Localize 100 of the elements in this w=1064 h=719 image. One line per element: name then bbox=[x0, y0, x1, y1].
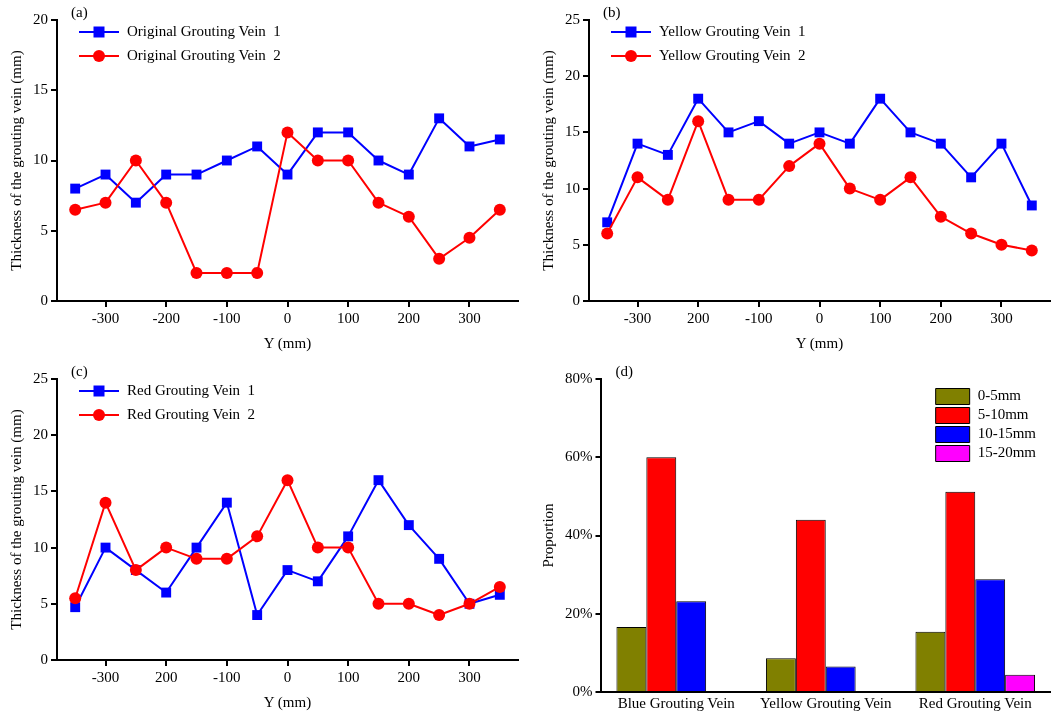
y-axis-title: Thickness of the grouting vein (mm) bbox=[7, 409, 25, 630]
y-tick-label: 5 bbox=[572, 235, 580, 252]
x-tick-label: -300 bbox=[91, 668, 120, 685]
chart-title: (b) bbox=[603, 4, 621, 22]
legend-label: Original Grouting Vein 2 bbox=[127, 46, 281, 63]
point bbox=[130, 197, 141, 208]
point bbox=[281, 126, 294, 139]
point bbox=[874, 193, 887, 206]
point bbox=[251, 530, 264, 543]
point bbox=[191, 542, 202, 553]
point bbox=[312, 576, 323, 587]
legend-label: Yellow Grouting Vein 2 bbox=[659, 46, 806, 63]
x-tick-label: 200 bbox=[154, 668, 178, 685]
point bbox=[402, 210, 415, 223]
point bbox=[463, 231, 476, 244]
point bbox=[160, 541, 173, 554]
y-tick-label: 10 bbox=[565, 179, 580, 196]
point bbox=[251, 266, 264, 279]
point bbox=[844, 138, 855, 149]
x-tick-label: 100 bbox=[336, 309, 360, 326]
legend-label: 5-10mm bbox=[977, 406, 1029, 423]
point bbox=[752, 193, 765, 206]
point bbox=[342, 154, 355, 167]
point bbox=[494, 134, 505, 145]
y-tick-label: 20 bbox=[33, 10, 48, 27]
point bbox=[693, 93, 704, 104]
point bbox=[69, 592, 82, 605]
legend-label: 10-15mm bbox=[977, 425, 1037, 442]
x-tick-label: 200 bbox=[686, 309, 710, 326]
x-tick-label: -100 bbox=[745, 309, 773, 326]
x-tick-label: -200 bbox=[152, 309, 180, 326]
point bbox=[602, 217, 613, 228]
point bbox=[1025, 244, 1038, 257]
point bbox=[311, 541, 324, 554]
x-tick-label: 200 bbox=[397, 309, 421, 326]
y-tick-label: 0 bbox=[572, 291, 580, 308]
point bbox=[281, 474, 294, 487]
point bbox=[69, 203, 82, 216]
point bbox=[221, 497, 232, 508]
point bbox=[661, 193, 674, 206]
point bbox=[282, 565, 293, 576]
legend-label: Original Grouting Vein 1 bbox=[127, 22, 281, 39]
point bbox=[190, 552, 203, 565]
x-tick-label: -300 bbox=[91, 309, 120, 326]
chart-title: (d) bbox=[615, 363, 633, 381]
x-tick-label: 0 bbox=[815, 309, 824, 326]
point bbox=[783, 160, 796, 173]
point bbox=[935, 138, 946, 149]
point bbox=[434, 113, 445, 124]
point bbox=[632, 138, 643, 149]
x-tick-label: 200 bbox=[397, 668, 421, 685]
x-tick-label: Red Grouting Vein bbox=[918, 694, 1033, 711]
point bbox=[433, 252, 446, 265]
point bbox=[875, 93, 886, 104]
x-tick-label: 300 bbox=[458, 668, 481, 685]
point bbox=[813, 137, 826, 150]
legend-label: Yellow Grouting Vein 1 bbox=[659, 22, 806, 39]
point bbox=[373, 475, 384, 486]
point bbox=[784, 138, 795, 149]
x-tick-label: 0 bbox=[283, 309, 292, 326]
point bbox=[965, 227, 978, 240]
x-tick-label: 300 bbox=[990, 309, 1013, 326]
legend-label: Red Grouting Vein 2 bbox=[127, 405, 256, 422]
x-tick-label: 0 bbox=[283, 668, 292, 685]
x-tick-label: -100 bbox=[213, 668, 241, 685]
y-tick-label: 15 bbox=[33, 482, 48, 499]
point bbox=[843, 182, 856, 195]
point bbox=[99, 196, 112, 209]
y-tick-label: 5 bbox=[40, 594, 48, 611]
point bbox=[996, 138, 1007, 149]
point bbox=[160, 196, 173, 209]
y-tick-label: 20 bbox=[565, 67, 580, 84]
point bbox=[403, 169, 414, 180]
point bbox=[311, 154, 324, 167]
point bbox=[493, 203, 506, 216]
x-axis-title: Y (mm) bbox=[795, 334, 844, 352]
point bbox=[191, 169, 202, 180]
point bbox=[966, 172, 977, 183]
y-tick-label: 25 bbox=[33, 369, 48, 386]
point bbox=[814, 127, 825, 138]
y-tick-label: 20 bbox=[33, 426, 48, 443]
y-axis-title: Thickness of the grouting vein (mm) bbox=[7, 50, 25, 271]
x-axis-title: Y (mm) bbox=[263, 693, 312, 711]
point bbox=[161, 169, 172, 180]
point bbox=[252, 141, 263, 152]
point bbox=[402, 597, 415, 610]
point bbox=[722, 193, 735, 206]
x-tick-label: Blue Grouting Vein bbox=[617, 694, 736, 711]
point bbox=[343, 127, 354, 138]
x-tick-label: 100 bbox=[868, 309, 892, 326]
point bbox=[220, 552, 233, 565]
point bbox=[433, 609, 446, 622]
point bbox=[662, 149, 673, 160]
point bbox=[753, 116, 764, 127]
y-axis-title: Proportion bbox=[539, 502, 556, 568]
point bbox=[723, 127, 734, 138]
y-tick-label: 5 bbox=[40, 221, 48, 238]
y-tick-label: 0% bbox=[572, 682, 593, 699]
point bbox=[342, 541, 355, 554]
point bbox=[434, 553, 445, 564]
